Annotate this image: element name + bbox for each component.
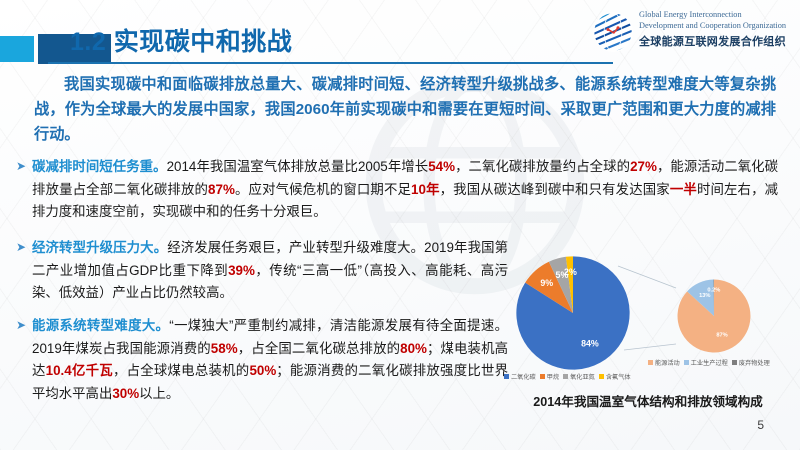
legend-item: 含氟气体: [598, 372, 631, 381]
bullet-item-energy-system: ➤ 能源系统转型难度大。“一煤独大”严重制约减排，清洁能源发展有待全面提速。20…: [16, 315, 508, 405]
bullet-text-run: 2014年我国温室气体排放总量比2005年增长: [166, 159, 429, 174]
legend-label: 甲烷: [546, 374, 560, 381]
legend-swatch-icon: [504, 374, 509, 379]
title-underline-rule: [48, 62, 613, 64]
bullet-heading: 碳减排时间短任务重。: [32, 159, 167, 174]
legend-label: 废弃物处理: [738, 360, 770, 367]
highlight-value: 10年: [411, 181, 440, 197]
highlight-value: 58%: [210, 340, 238, 356]
legend-label: 工业生产过程: [690, 360, 728, 367]
legend-item: 甲烷: [539, 372, 560, 381]
bullet-heading: 能源系统转型难度大。: [32, 318, 170, 333]
bullet-text-run: 时间左右，减排力度和速度空前，实现碳中和的任务十分艰巨。: [32, 181, 779, 220]
highlight-value: 54%: [428, 159, 456, 174]
pie-slice-甲烷: [525, 261, 573, 313]
pie-slice-工业生产过程: [687, 279, 714, 316]
highlight-value: 50%: [249, 363, 277, 378]
legend-label: 能源活动: [655, 360, 680, 367]
bullet-text: 经济转型升级压力大。经济发展任务艰巨，产业转型升级难度大。2019年我国第二产业…: [16, 237, 508, 305]
title-decoration-cyan: [0, 36, 34, 62]
bullet-text-run: ；煤电装机高达: [32, 340, 509, 379]
legend-item: 工业生产过程: [683, 358, 728, 367]
pie-label-二氧化碳: 84%: [581, 339, 599, 349]
pie-chart-greenhouse-gas: 84% 9%5%2%: [516, 256, 630, 370]
slide-header: 1.2 实现碳中和挑战: [0, 0, 800, 66]
pie-label-氧化亚氮: 5%: [556, 270, 569, 280]
bullet-item-economic-transition: ➤ 经济转型升级压力大。经济发展任务艰巨，产业转型升级难度大。2019年我国第二…: [16, 237, 508, 305]
legend-greenhouse-gas: 二氧化碳 甲烷 氧化亚氮 含氟气体: [504, 372, 631, 381]
bullet-text-run: ，占全国二氧化碳总排放的: [237, 340, 401, 356]
pie-label-能源活动: 87%: [716, 332, 727, 338]
bullet-item-carbon-timeline: ➤ 碳减排时间短任务重。2014年我国温室气体排放总量比2005年增长54%，二…: [16, 156, 778, 224]
pie-slice-氧化亚氮: [548, 256, 573, 313]
highlight-value: 一半: [669, 181, 697, 197]
legend-item: 氧化亚氮: [563, 372, 595, 381]
pie-chart-emission-sectors: 87% 13%0.2%: [677, 279, 751, 353]
organization-logo: Global Energy Interconnection Developmen…: [592, 8, 792, 58]
page-title: 1.2 实现碳中和挑战: [70, 28, 293, 56]
legend-swatch-icon: [731, 360, 737, 365]
pie-label-废弃物处理: 0.2%: [707, 288, 720, 294]
chart-caption: 2014年我国温室气体结构和排放领域构成: [533, 395, 763, 409]
pie-slice-含氟气体: [565, 256, 573, 313]
legend-item: 废弃物处理: [731, 358, 770, 367]
highlight-value: 87%: [208, 181, 235, 197]
legend-label: 氧化亚氮: [570, 374, 595, 381]
bullet-text-run: “一煤独大”严重制约减排，清洁能源发展有待全面提速。2019年煤炭占我国能源消费…: [32, 318, 508, 356]
chart-block: 84% 9% 5% 2% 87% 13% 0.2% 二氧化碳 甲烷 氧化亚氮 含氟气体 能源活动…: [500, 248, 796, 423]
highlight-value: 30%: [112, 385, 140, 401]
bullet-text-run: 以上。: [139, 385, 180, 401]
bullet-text-run: 经济发展任务艰巨，产业转型升级难度大。2019年我国第二产业增加值占GDP比重下…: [32, 240, 508, 278]
bullet-text-run: ，我国从碳达峰到碳中和只有发达国家: [439, 181, 670, 197]
legend-swatch-icon: [563, 374, 569, 379]
legend-label: 二氧化碳: [511, 374, 536, 381]
organization-logo-text: Global Energy Interconnection Developmen…: [639, 9, 791, 49]
highlight-value: 39%: [228, 262, 255, 278]
legend-swatch-icon: [598, 374, 604, 379]
chevron-right-icon: ➤: [16, 318, 27, 332]
highlight-value: 10.4亿千瓦: [45, 363, 113, 378]
bullet-text-run: ，二氧化碳排放量约占全球的: [455, 159, 631, 174]
pie-label-甲烷: 9%: [540, 278, 553, 288]
globe-grid-logo-icon: [593, 12, 633, 52]
legend-emission-sectors: 能源活动 工业生产过程 废弃物处理: [648, 358, 770, 367]
logo-chinese-name: 全球能源互联网发展合作组织: [639, 36, 786, 48]
bullet-text-run: 。应对气候危机的窗口期不足: [234, 181, 412, 197]
bullet-text: 能源系统转型难度大。“一煤独大”严重制约减排，清洁能源发展有待全面提速。2019…: [16, 315, 508, 405]
chevron-right-icon: ➤: [16, 240, 27, 254]
legend-label: 含氟气体: [605, 374, 631, 381]
legend-swatch-icon: [539, 374, 545, 379]
lead-paragraph: 我国实现碳中和面临碳排放总量大、碳减排时间短、经济转型升级挑战多、能源系统转型难…: [34, 76, 776, 143]
legend-item: 能源活动: [648, 358, 680, 367]
page-number: 5: [757, 418, 764, 432]
bullet-text-run: ，占全球煤电总装机的: [112, 363, 250, 378]
bullet-text-run: ；能源消费的二氧化碳排放强度比世界平均水平高出: [32, 363, 509, 401]
bullet-heading: 经济转型升级压力大。: [32, 240, 168, 255]
legend-swatch-icon: [648, 360, 653, 365]
legend-swatch-icon: [683, 360, 689, 365]
pie-label-含氟气体: 2%: [564, 267, 577, 277]
bullet-text-run: ，能源活动二氧化碳排放量占全部二氧化碳排放的: [32, 159, 779, 197]
pie-label-工业生产过程: 13%: [699, 293, 710, 299]
legend-item: 二氧化碳: [504, 372, 536, 381]
logo-english-line-1: Global Energy Interconnection: [639, 10, 742, 19]
title-decoration-blue: [38, 34, 111, 64]
logo-english-line-2: Development and Cooperation Organization: [639, 21, 787, 30]
bullet-text: 碳减排时间短任务重。2014年我国温室气体排放总量比2005年增长54%，二氧化…: [16, 156, 778, 224]
bullet-text-run: ，传统“三高一低”（高投入、高能耗、高污染、低效益）产业占比仍然较高。: [32, 262, 508, 301]
highlight-value: 27%: [630, 159, 657, 174]
highlight-value: 80%: [400, 340, 427, 356]
chevron-right-icon: ➤: [16, 159, 27, 173]
